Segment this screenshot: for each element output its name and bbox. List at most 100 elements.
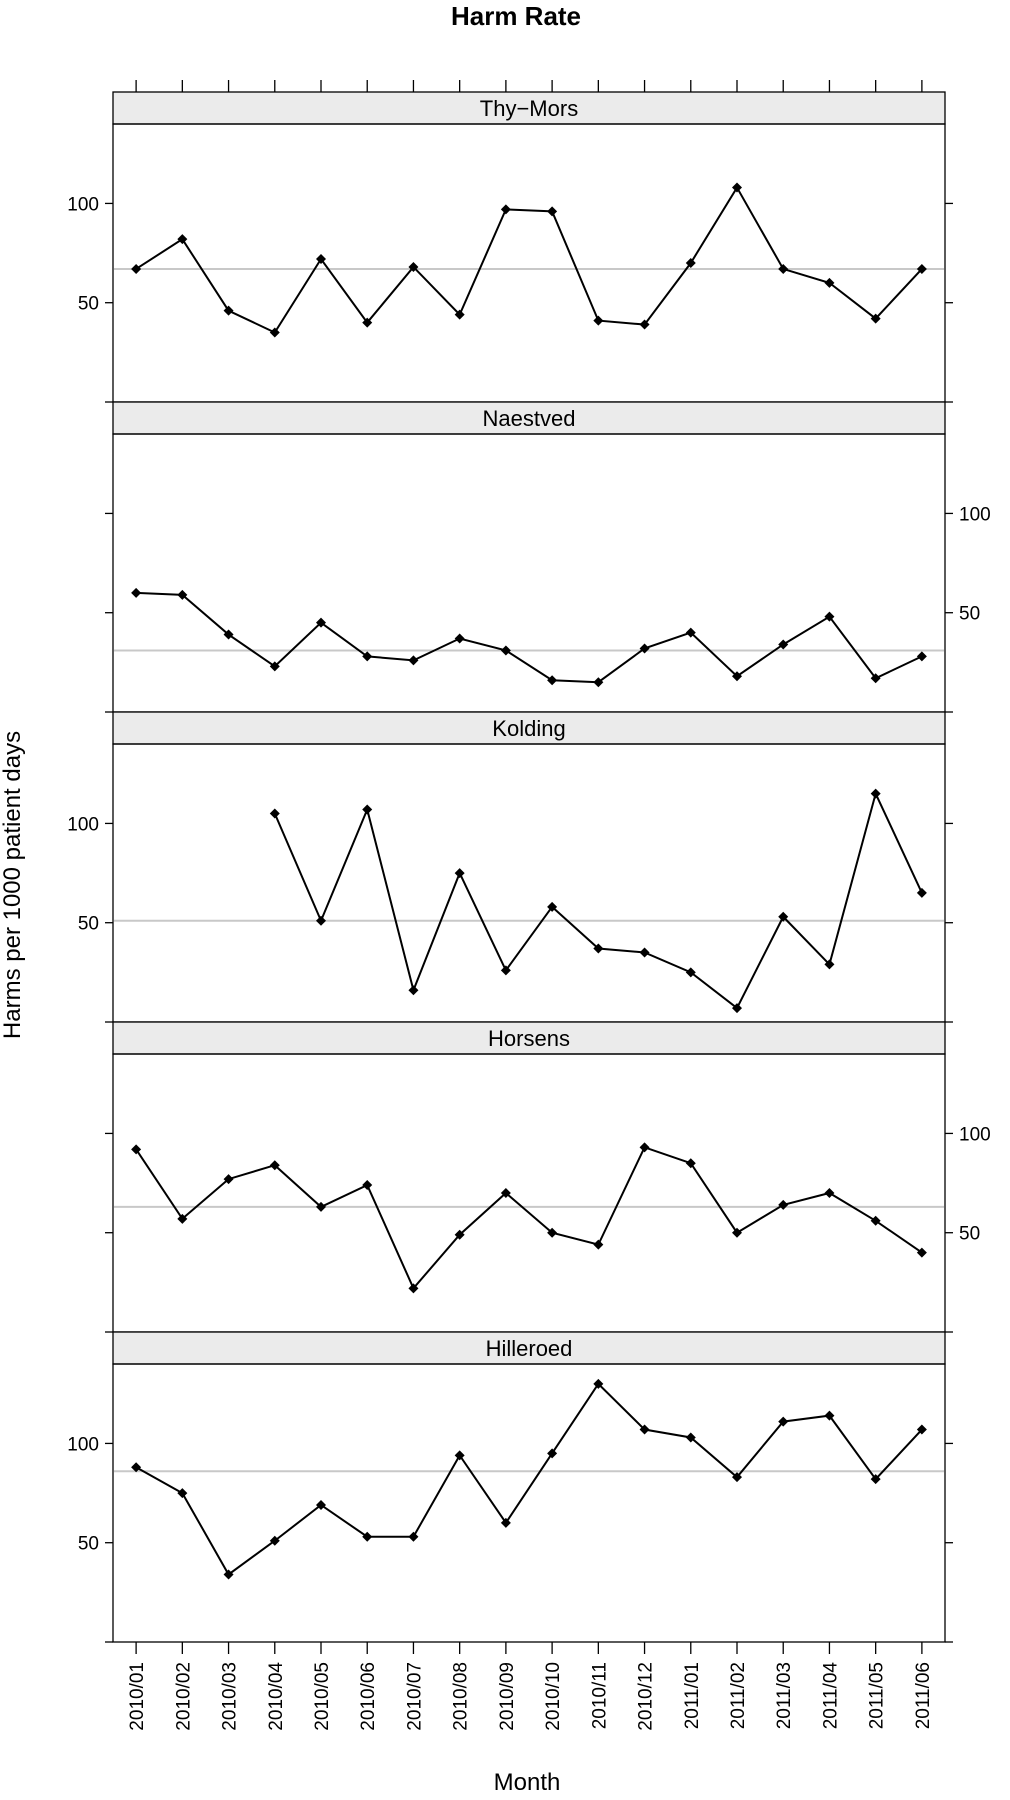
x-tick-label: 2011/04 [820,1662,841,1730]
series-line [135,1382,923,1576]
data-point [824,1410,835,1421]
x-tick-label: 2010/05 [312,1662,333,1731]
data-point [316,1499,326,1510]
data-point [870,313,881,324]
data-point [500,1517,511,1528]
data-point [223,1569,234,1580]
data-point [778,911,789,922]
data-point [732,1472,742,1483]
x-axis: 2010/01 2010/02 2010/03 2010/04 2010/05 2010/… [127,80,934,1731]
data-point [177,1488,188,1499]
data-point [223,1174,234,1185]
panel-frame [112,433,946,713]
data-point [500,965,511,976]
data-point [732,1227,742,1238]
data-point [500,1188,511,1198]
data-point [408,1283,419,1294]
panel-horsens: Horsens 50 100 [105,1021,991,1333]
data-point [454,633,465,644]
data-point [316,617,326,628]
panel-strip-label: Thy−Mors [480,96,578,121]
panel-strip [112,91,946,125]
x-tick-label: 2010/07 [404,1662,425,1731]
panels: Thy−Mors50100Naestved50100Kolding50100Ho… [67,91,991,1643]
data-point [916,1424,927,1435]
data-point [362,1180,373,1191]
x-tick-label: 2011/03 [774,1662,795,1729]
data-point [223,305,234,316]
series-line [135,185,923,334]
data-point [916,651,927,662]
x-tick-label: 2010/10 [543,1662,564,1731]
x-tick-label: 2011/02 [728,1662,749,1729]
data-point [547,675,558,686]
x-tick-label: 2011/06 [913,1662,934,1729]
x-tick-label: 2010/02 [173,1662,194,1731]
y-tick-label: 100 [959,1124,991,1145]
data-point [177,589,188,600]
data-point [824,1188,835,1198]
data-point [685,967,696,978]
panel-frame [112,123,946,403]
data-point [316,1201,326,1212]
data-point [593,315,604,326]
data-point [685,1158,696,1169]
data-point [362,317,373,328]
x-tick-label: 2010/06 [358,1662,379,1731]
data-point [639,643,650,654]
y-tick-label: 100 [67,194,99,215]
x-tick-label: 2011/01 [682,1662,703,1729]
data-point [824,611,835,622]
data-point [870,1474,881,1485]
data-point [639,1142,650,1153]
data-point [870,673,881,684]
data-point [454,1450,465,1461]
data-point [269,1160,280,1171]
panel-frame [112,1363,946,1643]
data-point [778,263,789,274]
data-point [362,1531,373,1542]
data-point [547,1448,558,1459]
data-point [639,1424,650,1435]
data-point [362,651,373,662]
data-point [824,959,835,970]
data-point [131,1144,142,1155]
data-point [593,1378,604,1389]
data-point [870,788,881,799]
data-point [408,985,419,996]
data-point [316,915,326,926]
data-point [547,206,558,217]
panel-strip-label: Naestved [483,406,576,431]
x-tick-label: 2011/05 [867,1662,888,1729]
y-tick-label: 50 [959,604,980,625]
y-tick-label: 100 [959,504,991,525]
x-tick-label: 2010/11 [589,1662,610,1729]
data-point [500,645,511,656]
data-point [916,887,927,898]
y-tick-label: 50 [78,914,99,935]
data-point [685,1432,696,1443]
data-point [824,277,835,288]
data-point [269,1535,280,1546]
data-point [177,1213,188,1224]
panel-strip [112,1021,946,1055]
data-point [316,254,326,265]
panel-thy-mors: Thy−Mors 50 100 [67,91,953,403]
data-point [916,1247,927,1258]
data-point [454,1229,465,1240]
data-point [685,627,696,638]
data-point [593,1239,604,1250]
data-point [269,661,280,672]
data-point [732,671,742,682]
x-tick-label: 2010/04 [266,1662,287,1731]
x-tick-label: 2010/12 [636,1662,657,1731]
panel-strip-label: Horsens [488,1026,570,1051]
data-point [408,261,419,272]
data-point [547,901,558,912]
data-point [408,1531,419,1542]
y-tick-label: 100 [67,814,99,835]
data-point [870,1215,881,1226]
panel-strip-label: Hilleroed [486,1336,573,1361]
x-tick-label: 2010/09 [497,1662,518,1731]
